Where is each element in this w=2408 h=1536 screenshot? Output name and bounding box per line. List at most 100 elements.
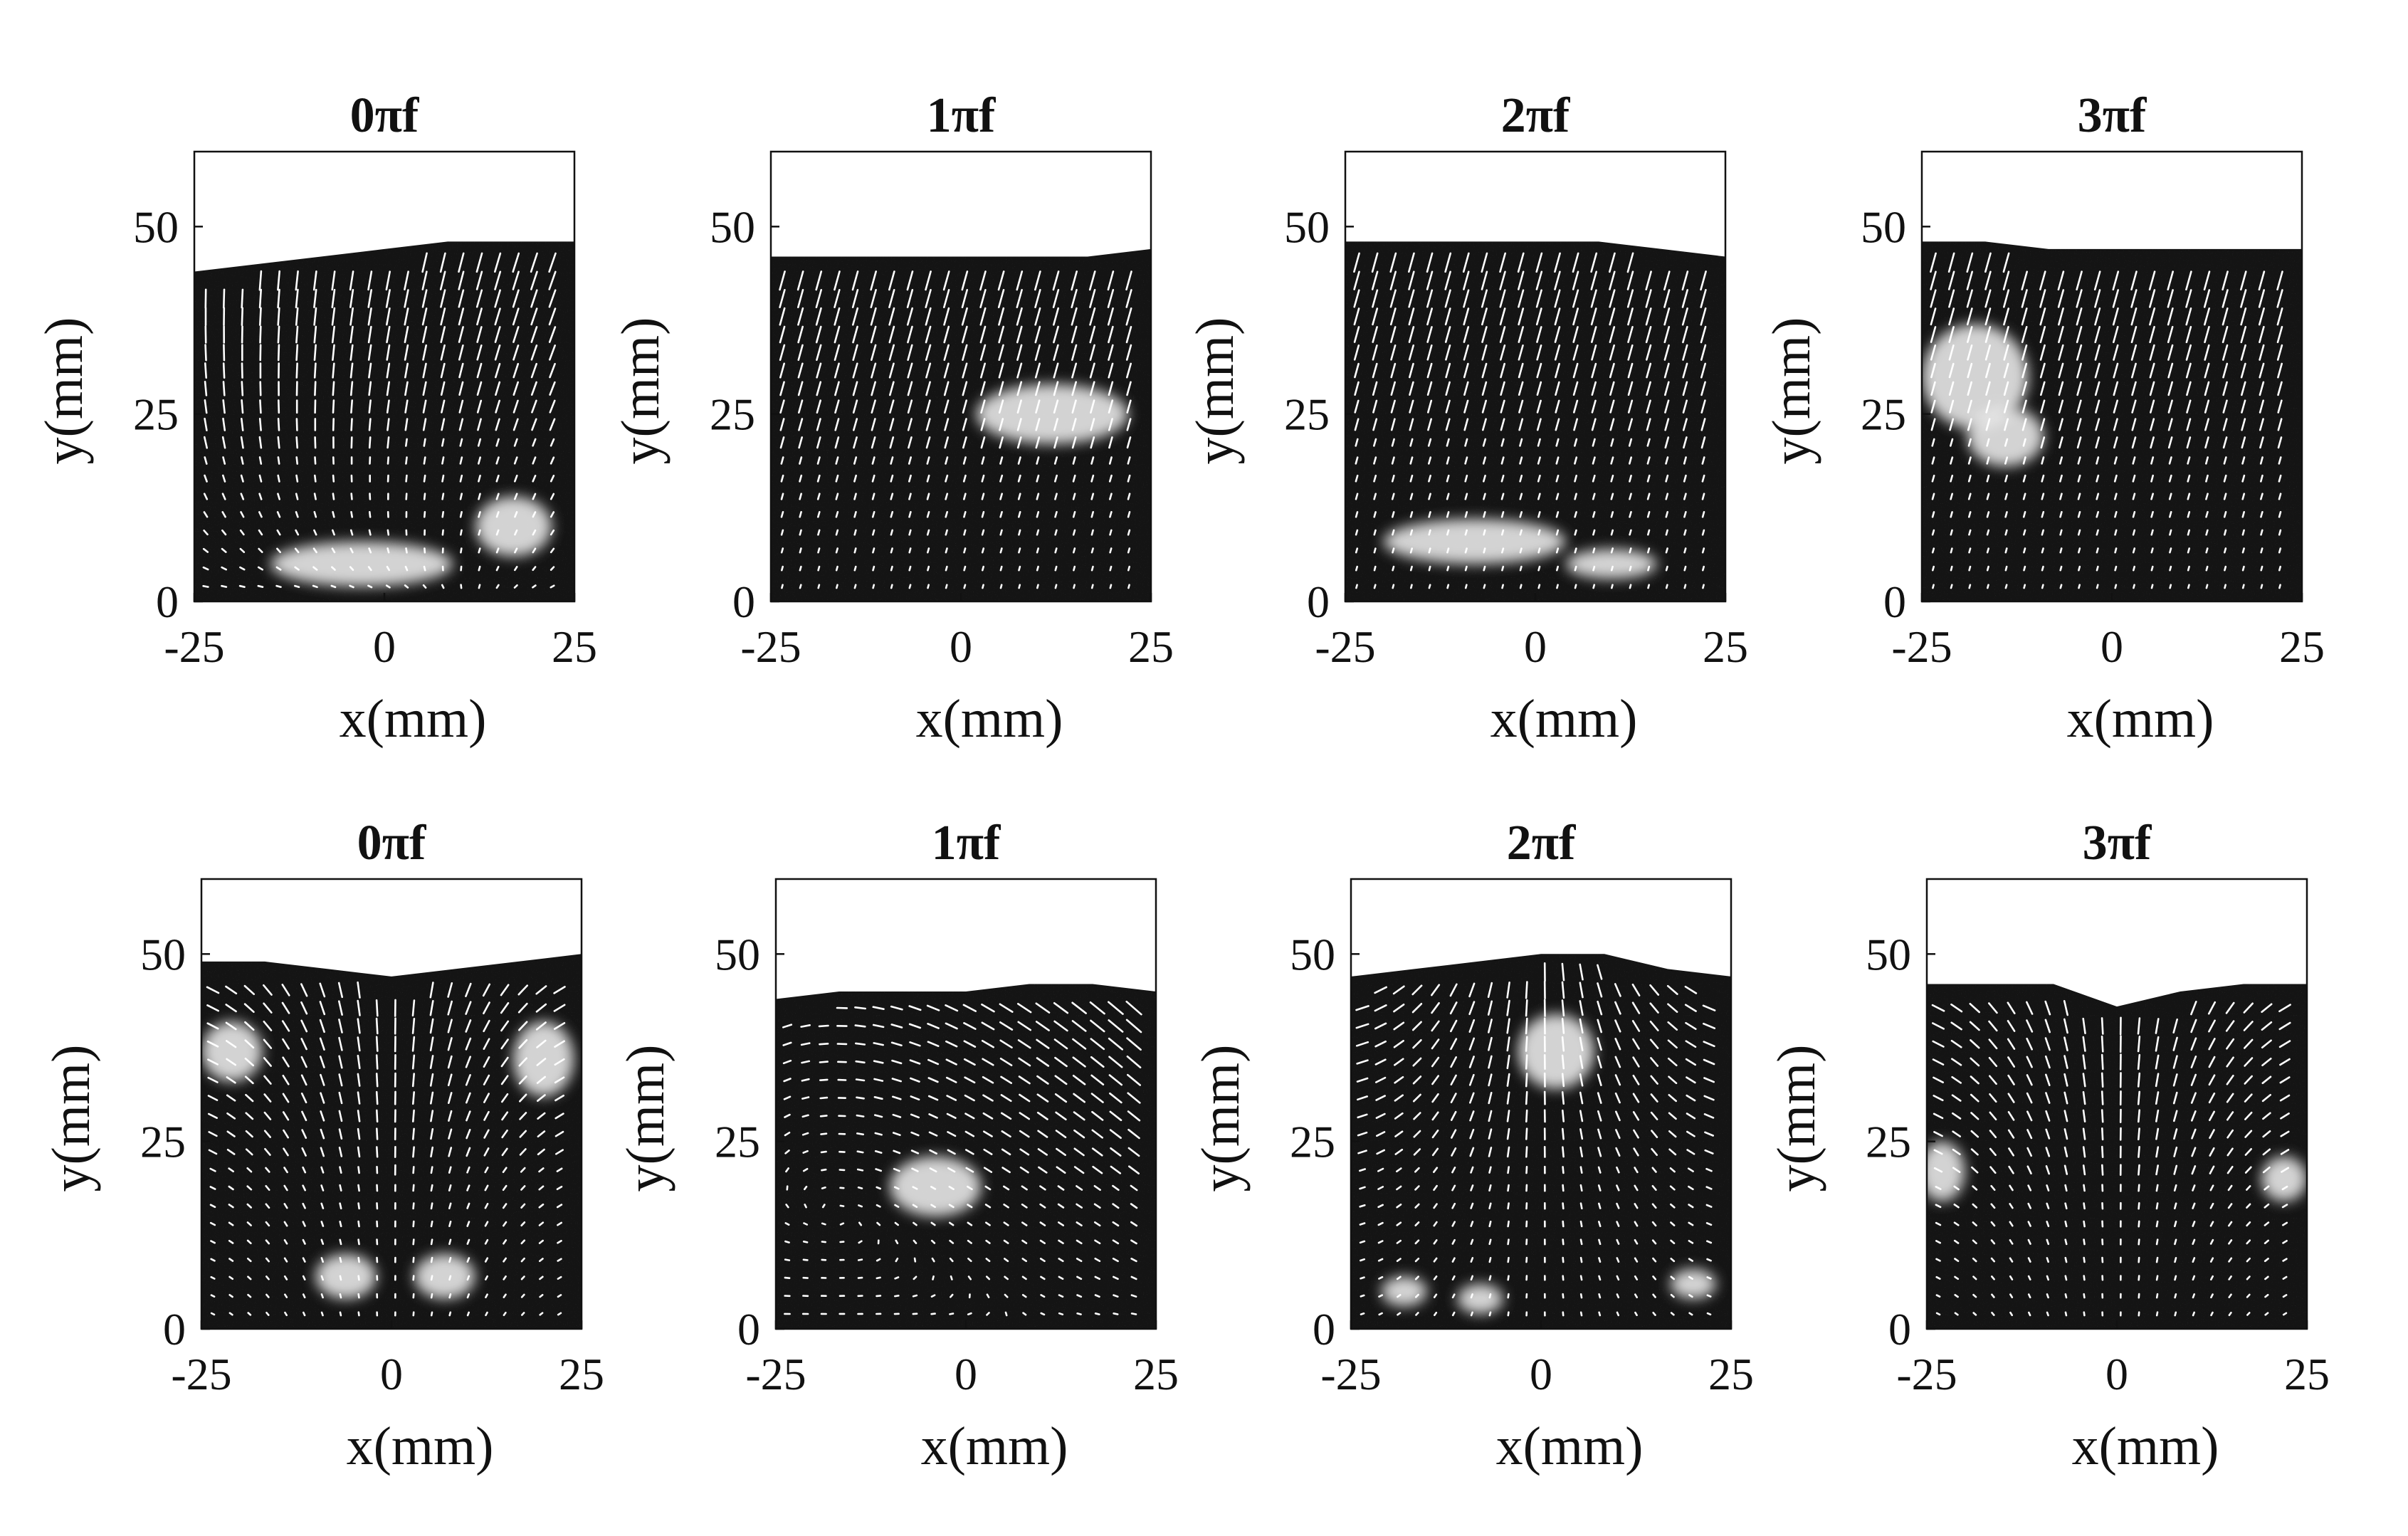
velocity-arrow xyxy=(1988,1002,1998,1014)
velocity-arrow xyxy=(1451,1238,1456,1245)
velocity-arrow xyxy=(386,381,391,396)
velocity-arrow xyxy=(539,1293,544,1298)
velocity-arrow xyxy=(2282,1240,2288,1244)
velocity-arrow xyxy=(448,1110,453,1122)
velocity-arrow xyxy=(501,1147,508,1157)
velocity-arrow xyxy=(1609,399,1615,414)
velocity-arrow xyxy=(872,547,876,554)
velocity-arrow xyxy=(982,1076,994,1084)
velocity-arrow xyxy=(283,1147,289,1157)
velocity-arrow xyxy=(349,529,354,536)
velocity-arrow xyxy=(2063,1164,2068,1175)
velocity-arrow xyxy=(538,1203,545,1209)
velocity-arrow xyxy=(1409,362,1414,379)
velocity-arrow xyxy=(835,547,838,554)
velocity-arrow xyxy=(1970,1148,1979,1156)
particle-speckle xyxy=(201,954,582,1329)
y-tick-label: 0 xyxy=(1313,1304,1335,1354)
velocity-arrow xyxy=(1372,399,1378,414)
velocity-arrow xyxy=(1953,1221,1960,1226)
velocity-arrow xyxy=(1518,344,1524,361)
velocity-arrow xyxy=(1058,1221,1064,1226)
velocity-arrow xyxy=(535,1021,547,1031)
velocity-arrow xyxy=(816,381,822,396)
velocity-arrow xyxy=(1018,529,1021,536)
velocity-field xyxy=(779,270,1132,589)
velocity-arrow xyxy=(779,270,786,291)
velocity-arrow xyxy=(780,547,784,554)
velocity-arrow xyxy=(1704,1149,1714,1154)
velocity-arrow xyxy=(312,584,318,589)
velocity-arrow xyxy=(798,399,804,414)
velocity-arrow xyxy=(1681,270,1689,291)
velocity-arrow xyxy=(2112,307,2119,326)
velocity-arrow xyxy=(2260,565,2264,572)
velocity-arrow xyxy=(1562,1275,1565,1281)
velocity-arrow xyxy=(779,436,785,449)
velocity-arrow xyxy=(949,1257,954,1263)
velocity-arrow xyxy=(1554,289,1561,308)
velocity-arrow xyxy=(1987,584,1989,589)
velocity-arrow xyxy=(548,270,557,290)
velocity-arrow xyxy=(2022,510,2026,518)
velocity-arrow xyxy=(368,418,372,431)
velocity-arrow xyxy=(1428,493,1431,500)
velocity-arrow xyxy=(458,326,464,343)
velocity-arrow xyxy=(926,493,930,500)
velocity-arrow xyxy=(2276,307,2283,326)
x-tick-label: 0 xyxy=(955,1349,977,1399)
velocity-arrow xyxy=(244,1057,255,1067)
velocity-arrow xyxy=(2138,1275,2140,1281)
velocity-arrow xyxy=(1054,474,1058,483)
velocity-arrow xyxy=(1967,381,1972,396)
velocity-arrow xyxy=(258,529,263,536)
velocity-arrow xyxy=(1535,289,1542,308)
velocity-arrow xyxy=(1373,438,1377,447)
velocity-arrow xyxy=(1108,381,1114,396)
velocity-arrow xyxy=(2226,1147,2234,1157)
velocity-arrow xyxy=(537,1148,545,1156)
x-tick-label: -25 xyxy=(1320,1349,1381,1399)
velocity-arrow xyxy=(892,1113,902,1118)
velocity-arrow xyxy=(1651,1221,1657,1227)
velocity-arrow xyxy=(2282,1294,2288,1298)
velocity-arrow xyxy=(1626,270,1634,290)
velocity-arrow xyxy=(518,1093,527,1103)
velocity-arrow xyxy=(2262,1112,2271,1120)
velocity-arrow xyxy=(295,493,299,500)
velocity-arrow xyxy=(1040,1275,1046,1280)
velocity-arrow xyxy=(1073,1129,1085,1139)
velocity-arrow xyxy=(411,1018,416,1034)
velocity-arrow xyxy=(1669,1185,1676,1191)
velocity-arrow xyxy=(2191,1165,2197,1175)
velocity-arrow xyxy=(2023,529,2026,536)
velocity-arrow xyxy=(1464,511,1468,518)
velocity-arrow xyxy=(228,1204,234,1209)
velocity-arrow xyxy=(1519,493,1523,500)
velocity-arrow xyxy=(421,252,428,273)
velocity-arrow xyxy=(1984,289,1992,308)
velocity-arrow xyxy=(2026,1092,2033,1104)
velocity-arrow xyxy=(226,1149,236,1155)
velocity-arrow xyxy=(339,1275,342,1281)
velocity-arrow xyxy=(276,547,282,554)
velocity-arrow xyxy=(320,1221,325,1227)
velocity-arrow xyxy=(1445,418,1451,431)
velocity-arrow xyxy=(2022,438,2026,447)
velocity-arrow xyxy=(1614,1056,1621,1068)
velocity-arrow xyxy=(2026,1056,2033,1068)
velocity-arrow xyxy=(1935,1240,1941,1244)
velocity-arrow xyxy=(1411,984,1423,996)
velocity-arrow xyxy=(1354,381,1360,396)
velocity-arrow xyxy=(1130,1313,1137,1315)
velocity-arrow xyxy=(367,307,372,326)
velocity-arrow xyxy=(1108,344,1114,361)
velocity-arrow xyxy=(276,511,281,518)
velocity-arrow xyxy=(2204,418,2209,431)
velocity-arrow xyxy=(421,307,428,326)
velocity-arrow xyxy=(1469,1147,1475,1157)
velocity-arrow xyxy=(1001,1112,1012,1120)
velocity-arrow xyxy=(2228,1275,2232,1280)
velocity-arrow xyxy=(386,565,391,572)
velocity-arrow xyxy=(1519,474,1523,483)
